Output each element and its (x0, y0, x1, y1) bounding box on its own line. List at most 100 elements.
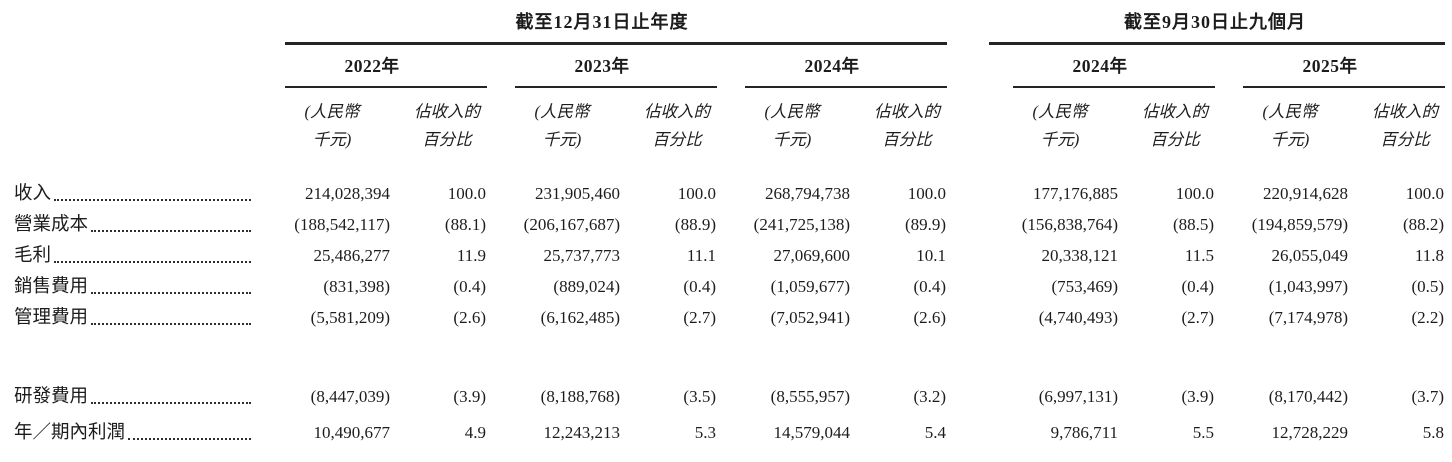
table-row-admin-expenses: 管理費用 (5,581,209) (2.6) (6,162,485) (2.7)… (6, 299, 1445, 330)
half-gap-cell (947, 268, 985, 299)
percent-cell: (3.9) (453, 387, 486, 406)
percent-cell: (0.5) (1411, 277, 1445, 296)
half-gap-cell (947, 206, 985, 237)
value-cell: (8,447,039) (310, 387, 390, 406)
year-header-2024-nine-month: 2024年 (985, 45, 1216, 88)
period-heading-nine-month: 截至9月30日止九個月 (985, 0, 1446, 45)
percent-cell: 5.3 (694, 423, 716, 442)
year-header-2023: 2023年 (487, 45, 717, 88)
half-gap-cell (947, 299, 985, 330)
dot-leader (91, 323, 251, 325)
value-cell: 231,905,460 (535, 184, 620, 203)
percent-subheader: 佔收入的 百分比 (874, 102, 941, 149)
value-cell: (206,167,687) (523, 215, 620, 234)
percent-cell: 10.1 (916, 246, 947, 265)
value-cell: (8,188,768) (540, 387, 620, 406)
value-cell: 27,069,600 (773, 246, 851, 265)
percent-cell: (0.4) (1181, 277, 1215, 296)
half-gap-cell (947, 409, 985, 445)
period-title-annual: 截至12月31日止年度 (515, 12, 689, 32)
amount-subheader: (人民幣 千元) (304, 102, 360, 149)
value-cell: 268,794,738 (765, 184, 850, 203)
amount-subheader: (人民幣 千元) (764, 102, 820, 149)
percent-cell: 11.8 (1414, 246, 1445, 265)
percent-cell: (2.2) (1411, 308, 1445, 327)
percent-cell: (2.7) (683, 308, 716, 327)
value-cell: (8,555,957) (770, 387, 850, 406)
percent-subheader: 佔收入的 百分比 (414, 102, 480, 149)
value-cell: 177,176,885 (1033, 184, 1119, 203)
value-cell: 12,243,213 (543, 423, 621, 442)
year-rule (745, 86, 948, 88)
value-cell: (889,024) (553, 277, 620, 296)
row-label: 研發費用 (14, 387, 89, 407)
empty-cell (6, 88, 257, 160)
half-gap-cell (947, 237, 985, 268)
half-gap-cell (947, 160, 985, 206)
percent-subheader: 佔收入的 百分比 (1142, 102, 1209, 149)
table-row-revenue: 收入 214,028,394 100.0 231,905,460 100.0 2… (6, 160, 1445, 206)
percent-cell: (3.5) (683, 387, 716, 406)
percent-cell: (0.4) (913, 277, 947, 296)
table-row-gross-profit: 毛利 25,486,277 11.9 25,737,773 11.1 27,06… (6, 237, 1445, 268)
value-cell: (194,859,579) (1251, 215, 1349, 234)
amount-subheader: (人民幣 千元) (534, 102, 590, 149)
year-header-2022: 2022年 (257, 45, 487, 88)
value-cell: (188,542,117) (294, 215, 390, 234)
empty-cell (6, 45, 257, 88)
year-rule (1243, 86, 1446, 88)
period-rule-annual (285, 42, 948, 45)
percent-cell: (3.2) (913, 387, 947, 406)
dot-leader (91, 292, 251, 294)
percent-cell: (2.6) (913, 308, 947, 327)
value-cell: (1,059,677) (770, 277, 850, 296)
period-title-nine-month: 截至9月30日止九個月 (1124, 12, 1307, 32)
value-cell: (156,838,764) (1021, 215, 1119, 234)
percent-cell: 100.0 (907, 184, 947, 203)
value-cell: (8,170,442) (1268, 387, 1349, 406)
percent-cell: 5.4 (924, 423, 947, 442)
value-cell: (241,725,138) (753, 215, 850, 234)
percent-cell: 11.5 (1184, 246, 1215, 265)
row-label: 年／期內利潤 (14, 423, 126, 443)
half-gap-cell (947, 378, 985, 409)
half-gap-cell (947, 45, 985, 88)
value-cell: (4,740,493) (1038, 308, 1119, 327)
percent-cell: 100.0 (1175, 184, 1215, 203)
value-cell: (831,398) (323, 277, 390, 296)
year-header-row: 2022年 2023年 2024年 2024年 2025年 (6, 45, 1446, 88)
dot-leader (91, 402, 251, 404)
period-rule-nine-month (989, 42, 1446, 45)
table-row-selling-expenses: 銷售費用 (831,398) (0.4) (889,024) (0.4) (1,… (6, 268, 1445, 299)
table-row-rd-expenses: 研發費用 (8,447,039) (3.9) (8,188,768) (3.5)… (6, 378, 1445, 409)
spacer-row (6, 330, 1445, 378)
value-cell: 26,055,049 (1271, 246, 1349, 265)
percent-cell: 5.5 (1192, 423, 1215, 442)
percent-cell: (2.6) (453, 308, 486, 327)
percent-cell: (88.1) (444, 215, 486, 234)
row-label: 管理費用 (14, 308, 89, 328)
table-row-cost-of-sales: 營業成本 (188,542,117) (88.1) (206,167,687) … (6, 206, 1445, 237)
row-label: 營業成本 (14, 215, 89, 235)
row-label: 銷售費用 (14, 277, 89, 297)
value-cell: (6,997,131) (1038, 387, 1119, 406)
value-cell: 10,490,677 (313, 423, 391, 442)
column-subheader-row: (人民幣 千元) 佔收入的 百分比 (人民幣 千元) 佔收入的 百分比 (人民幣 千元) … (6, 88, 1445, 160)
value-cell: (7,174,978) (1268, 308, 1349, 327)
percent-cell: 100.0 (1405, 184, 1445, 203)
row-label: 收入 (14, 184, 52, 204)
year-rule (285, 86, 487, 88)
year-header-2025: 2025年 (1215, 45, 1446, 88)
percent-cell: (3.7) (1411, 387, 1445, 406)
value-cell: (1,043,997) (1268, 277, 1349, 296)
percent-cell: 11.9 (456, 246, 486, 265)
value-cell: 25,737,773 (543, 246, 621, 265)
value-cell: 20,338,121 (1041, 246, 1119, 265)
percent-cell: 100.0 (447, 184, 486, 203)
year-header-2024: 2024年 (717, 45, 948, 88)
percent-cell: (0.4) (453, 277, 486, 296)
percent-cell: (88.2) (1402, 215, 1445, 234)
dot-leader (91, 230, 251, 232)
value-cell: (7,052,941) (770, 308, 850, 327)
empty-corner-cell (6, 0, 257, 45)
